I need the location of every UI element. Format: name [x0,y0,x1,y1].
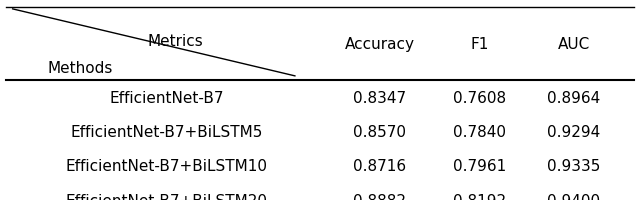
Text: 0.9400: 0.9400 [547,193,600,200]
Text: Accuracy: Accuracy [344,37,415,52]
Text: EfficientNet-B7+BiLSTM20: EfficientNet-B7+BiLSTM20 [65,193,268,200]
Text: 0.7961: 0.7961 [453,159,507,174]
Text: 0.8882: 0.8882 [353,193,406,200]
Text: 0.8964: 0.8964 [547,90,601,105]
Text: 0.9294: 0.9294 [547,124,601,139]
Text: 0.9335: 0.9335 [547,159,601,174]
Text: 0.8716: 0.8716 [353,159,406,174]
Text: EfficientNet-B7: EfficientNet-B7 [109,90,223,105]
Text: Methods: Methods [47,61,113,76]
Text: 0.8347: 0.8347 [353,90,406,105]
Text: EfficientNet-B7+BiLSTM5: EfficientNet-B7+BiLSTM5 [70,124,262,139]
Text: 0.7608: 0.7608 [453,90,506,105]
Text: F1: F1 [471,37,489,52]
Text: 0.8192: 0.8192 [453,193,506,200]
Text: AUC: AUC [558,37,590,52]
Text: EfficientNet-B7+BiLSTM10: EfficientNet-B7+BiLSTM10 [65,159,268,174]
Text: 0.8570: 0.8570 [353,124,406,139]
Text: 0.7840: 0.7840 [453,124,506,139]
Text: Metrics: Metrics [148,34,204,49]
